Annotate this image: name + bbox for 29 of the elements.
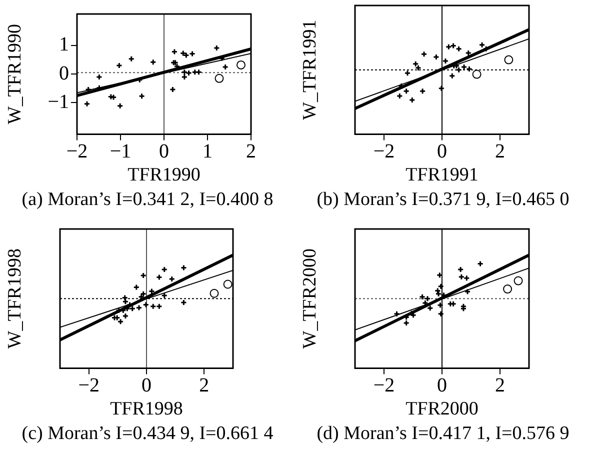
y-axis-title: W_TFR1991 <box>299 20 320 120</box>
x-tick-label: −2 <box>78 374 100 396</box>
y-axis-title: W_TFR2000 <box>299 248 320 349</box>
text: (d) Moran’s I=0.417 1, I=0.576 9 <box>316 423 570 445</box>
y-tick-label: 1 <box>59 34 69 56</box>
text: (b) Moran’s I=0.371 9, I=0.465 0 <box>316 189 570 211</box>
x-tick-label: 2 <box>495 374 505 396</box>
y-tick-label: 0 <box>59 62 69 84</box>
x-tick-label: 0 <box>142 374 152 396</box>
y-axis-title: W_TFR1990 <box>4 24 26 124</box>
x-tick-label: 0 <box>437 374 447 396</box>
x-tick-label: 2 <box>246 140 256 162</box>
x-tick-label: 2 <box>199 374 210 396</box>
x-tick-label: −2 <box>373 374 395 396</box>
x-tick-label: 1 <box>202 140 212 162</box>
x-tick-label: −1 <box>110 140 132 162</box>
text: (c) Moran’s I=0.434 9, I=0.661 4 <box>20 423 274 445</box>
x-axis-title: TFR1990 <box>128 164 200 186</box>
x-tick-label: 0 <box>159 140 169 162</box>
x-tick-label: 0 <box>437 140 447 162</box>
y-tick-label: −1 <box>48 90 69 113</box>
x-tick-label: −2 <box>66 140 88 162</box>
x-tick-label: 2 <box>495 140 505 162</box>
x-axis-title: TFR2000 <box>406 398 478 420</box>
x-axis-title: TFR1998 <box>110 398 183 420</box>
x-axis-title: TFR1991 <box>406 164 478 186</box>
x-tick-label: −2 <box>373 140 395 162</box>
y-axis-title: W_TFR1998 <box>4 248 26 349</box>
text: (a) Moran’s I=0.341 2, I=0.400 8 <box>20 189 274 211</box>
